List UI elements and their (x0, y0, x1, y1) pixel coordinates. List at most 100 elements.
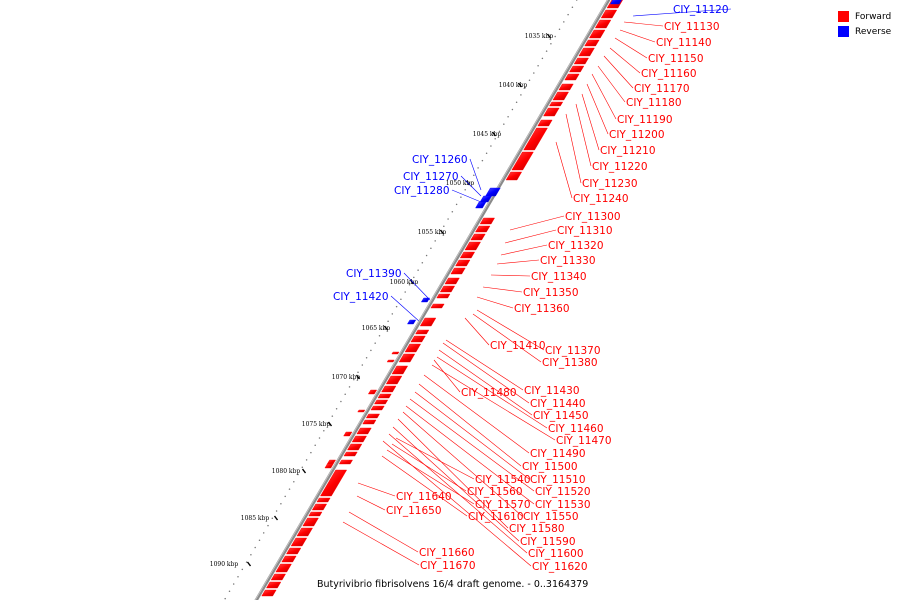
gene-label[interactable]: CIY_11390 (346, 268, 402, 280)
guide-dot (404, 291, 406, 293)
forward-gene (374, 399, 389, 405)
gene-label[interactable]: CIY_11490 (530, 448, 586, 460)
gene-label[interactable]: CIY_11350 (523, 287, 579, 299)
gene-label[interactable]: CIY_11640 (396, 491, 452, 503)
forward-gene (311, 503, 328, 511)
gene-label[interactable]: CIY_11140 (656, 37, 712, 49)
leader-lines (342, 8, 732, 567)
gene-label[interactable]: CIY_11410 (490, 340, 546, 352)
guide-dot (267, 524, 269, 527)
leader-line (438, 349, 533, 416)
gene-label[interactable]: CIY_11380 (542, 357, 598, 369)
reverse-gene (475, 201, 487, 209)
gene-label[interactable]: CIY_11370 (545, 345, 601, 357)
kbp-tick-mark (301, 468, 307, 474)
gene-label[interactable]: CIY_11120 (673, 4, 729, 16)
gene-label[interactable]: CIY_11210 (600, 145, 656, 157)
guide-dot (370, 349, 372, 352)
legend-forward: Forward (838, 9, 891, 24)
leader-line (496, 259, 540, 265)
gene-label[interactable]: CIY_11310 (557, 225, 613, 237)
gene-label[interactable]: CIY_11430 (524, 385, 580, 397)
gene-label[interactable]: CIY_11200 (609, 129, 665, 141)
gene-label[interactable]: CIY_11180 (626, 97, 682, 109)
gene-label[interactable]: CIY_11590 (520, 536, 576, 548)
gene-label[interactable]: CIY_11560 (467, 486, 523, 498)
gene-label[interactable]: CIY_11420 (333, 291, 389, 303)
guide-dot (245, 561, 248, 563)
gene-label[interactable]: CIY_11360 (514, 303, 570, 315)
forward-gene (377, 393, 392, 399)
guide-dot (340, 400, 342, 403)
forward-gene (326, 459, 336, 465)
kbp-tick-mark (327, 421, 333, 427)
gene-label[interactable]: CIY_11320 (548, 240, 604, 252)
leader-line (451, 189, 482, 203)
gene-label[interactable]: CIY_11230 (582, 178, 638, 190)
gene-label[interactable]: CIY_11170 (634, 83, 690, 95)
gene-label[interactable]: CIY_11570 (475, 499, 531, 511)
gene-label[interactable]: CIY_11270 (403, 171, 459, 183)
gene-label[interactable]: CIY_11610 (468, 511, 524, 523)
gene-label[interactable]: CIY_11510 (530, 474, 586, 486)
gene-label[interactable]: CIY_11530 (535, 499, 591, 511)
gene-label[interactable]: CIY_11280 (394, 185, 450, 197)
gene-label[interactable]: CIY_11550 (523, 511, 579, 523)
leader-line (402, 411, 523, 517)
gene-label[interactable]: CIY_11670 (420, 560, 476, 572)
guide-dot (473, 174, 475, 176)
gene-label[interactable]: CIY_11600 (528, 548, 584, 560)
gene-label[interactable]: CIY_11190 (617, 114, 673, 126)
forward-swatch (838, 11, 849, 22)
gene-label[interactable]: CIY_11470 (556, 435, 612, 447)
leader-line (490, 274, 531, 277)
guide-dot (481, 159, 484, 162)
leader-line (555, 141, 573, 199)
guide-dot (438, 232, 441, 235)
forward-gene (296, 527, 313, 537)
gene-label[interactable]: CIY_11150 (648, 53, 704, 65)
gene-label[interactable]: CIY_11450 (533, 410, 589, 422)
gene-label[interactable]: CIY_11220 (592, 161, 648, 173)
guide-dot (567, 13, 569, 16)
gene-label[interactable]: CIY_11160 (641, 68, 697, 80)
forward-gene (324, 463, 334, 469)
gene-label[interactable]: CIY_11240 (573, 193, 629, 205)
leader-line (565, 113, 582, 184)
gene-label[interactable]: CIY_11340 (531, 271, 587, 283)
gene-label[interactable]: CIY_11260 (412, 154, 468, 166)
forward-gene (479, 217, 495, 225)
leader-line (581, 93, 600, 151)
guide-dot (515, 101, 518, 103)
leader-line (433, 359, 461, 393)
gene-label[interactable]: CIY_11500 (522, 461, 578, 473)
guide-dot (301, 466, 304, 468)
gene-label[interactable]: CIY_11300 (565, 211, 621, 223)
gene-label[interactable]: CIY_11130 (664, 21, 720, 33)
guide-dot (524, 86, 526, 89)
gene-label[interactable]: CIY_11460 (548, 423, 604, 435)
gene-label[interactable]: CIY_11580 (509, 523, 565, 535)
guide-dot (520, 94, 522, 96)
gene-label[interactable]: CIY_11330 (540, 255, 596, 267)
forward-gene (475, 225, 491, 233)
gene-label[interactable]: CIY_11440 (530, 398, 586, 410)
guide-dot (387, 320, 389, 322)
gene-label[interactable]: CIY_11540 (475, 474, 531, 486)
guide-dot (550, 43, 552, 45)
gene-label[interactable]: CIY_11620 (532, 561, 588, 573)
gene-label[interactable]: CIY_11520 (535, 486, 591, 498)
leader-line (395, 437, 475, 480)
guide-dot (232, 583, 235, 585)
guide-dot (395, 305, 398, 308)
guide-dot (460, 196, 462, 198)
guide-dot (250, 554, 252, 556)
gene-label[interactable]: CIY_11660 (419, 547, 475, 559)
gene-label[interactable]: CIY_11480 (461, 387, 517, 399)
forward-gene (381, 385, 397, 393)
forward-gene (386, 359, 395, 363)
forward-gene (450, 267, 466, 275)
gene-label[interactable]: CIY_11650 (386, 505, 442, 517)
forward-gene (439, 285, 456, 293)
forward-gene (266, 581, 282, 589)
